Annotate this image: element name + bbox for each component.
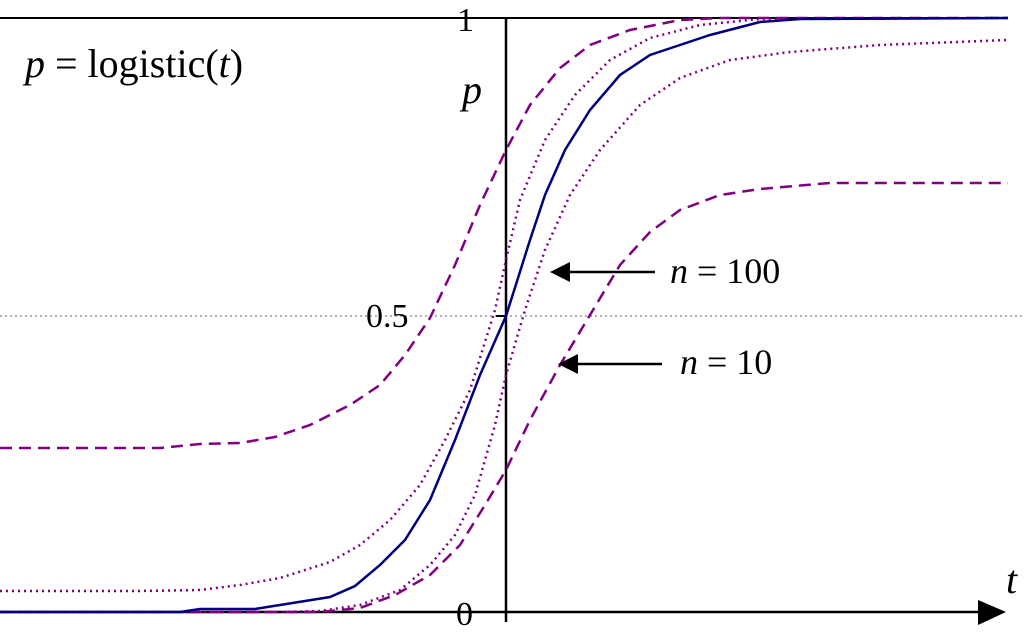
annotation-n100-text: = 100 bbox=[688, 251, 781, 291]
annotation-n100-var: n bbox=[670, 251, 688, 291]
y-tick-1: 1 bbox=[457, 2, 474, 39]
n10-lower-band bbox=[0, 181, 1008, 614]
arrow-n100-head-icon bbox=[550, 262, 570, 282]
annotation-n10-var: n bbox=[680, 342, 698, 382]
n100-lower-band bbox=[0, 38, 1009, 614]
title-arg-t: t bbox=[218, 41, 230, 86]
y-tick-0: 0 bbox=[456, 596, 473, 633]
y-axis-label: p bbox=[462, 67, 482, 112]
annotation-n100: n = 100 bbox=[670, 253, 780, 289]
title-close: ) bbox=[229, 41, 244, 86]
title-eq: = logistic( bbox=[45, 41, 219, 86]
logistic-curve bbox=[0, 16, 1009, 614]
x-axis-arrowhead-icon bbox=[978, 600, 1006, 625]
y-tick-half: 0.5 bbox=[366, 298, 409, 335]
title-var-p: p bbox=[25, 41, 45, 86]
annotation-n10: n = 10 bbox=[680, 344, 772, 380]
n100-upper-band bbox=[0, 16, 1009, 593]
arrow-n10-head-icon bbox=[558, 354, 578, 374]
chart-title: p = logistic(t) bbox=[25, 44, 243, 84]
annotation-n10-text: = 10 bbox=[698, 342, 773, 382]
x-axis-label: t bbox=[1006, 557, 1018, 602]
